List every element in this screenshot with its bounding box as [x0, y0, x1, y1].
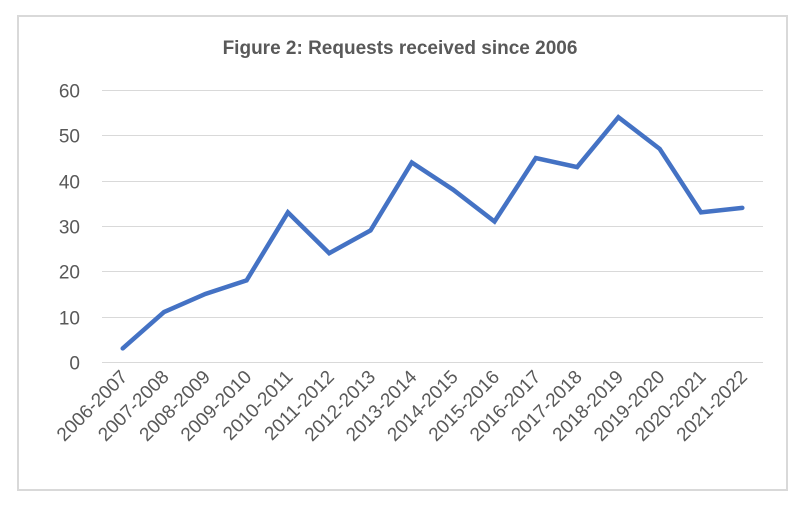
y-tick-label: 20	[59, 263, 80, 284]
y-tick-label: 50	[59, 127, 80, 148]
y-tick-label: 30	[59, 218, 80, 239]
y-axis-ticks: 0 10 20 30 40 50 60	[59, 82, 80, 375]
series-line	[120, 114, 745, 351]
chart-title: Figure 2: Requests received since 2006	[222, 38, 578, 59]
x-axis-ticks: 2006-20072007-20082008-20092009-20102010…	[53, 366, 752, 445]
y-tick-label: 10	[59, 309, 80, 330]
gridlines	[102, 90, 763, 363]
y-tick-label: 0	[69, 354, 80, 375]
y-tick-label: 40	[59, 173, 80, 194]
series-layer	[120, 114, 745, 351]
y-tick-label: 60	[59, 82, 80, 103]
chart-frame	[17, 15, 788, 491]
